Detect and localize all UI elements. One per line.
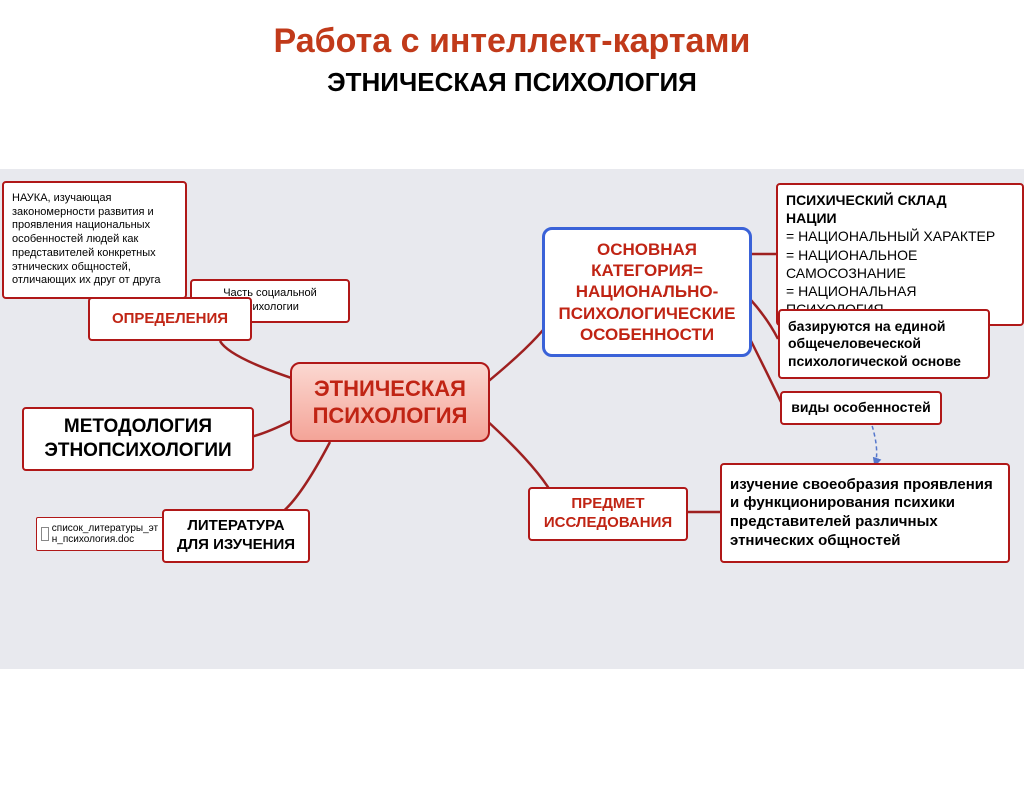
node-center[interactable]: ЭТНИЧЕСКАЯ ПСИХОЛОГИЯ [290, 362, 490, 442]
node-methodology[interactable]: МЕТОДОЛОГИЯ ЭТНОПСИХОЛОГИИ [22, 407, 254, 471]
node-label: ПРЕДМЕТ ИССЛЕДОВАНИЯ [540, 495, 676, 533]
node-label: изучение своеобразия проявления и функци… [730, 476, 1000, 551]
page-title: Работа с интеллект-картами [0, 22, 1024, 61]
node-subject[interactable]: ПРЕДМЕТ ИССЛЕДОВАНИЯ [528, 487, 688, 541]
node-subject-text[interactable]: изучение своеобразия проявления и функци… [720, 463, 1010, 563]
edge [280, 442, 330, 514]
node-sklad[interactable]: ПСИХИЧЕСКИЙ СКЛАД НАЦИИ = НАЦИОНАЛЬНЫЙ Х… [776, 183, 1024, 326]
edge [750, 299, 778, 339]
node-label: ОПРЕДЕЛЕНИЯ [112, 310, 228, 329]
node-definitions[interactable]: ОПРЕДЕЛЕНИЯ [88, 297, 252, 341]
sklad-line: ПСИХИЧЕСКИЙ СКЛАД [786, 191, 947, 209]
attachment-label: список_литературы_этн_психология.doc [52, 523, 161, 545]
mindmap-canvas: НАУКА, изучающая закономерности развития… [0, 169, 1024, 669]
node-label: НАУКА, изучающая закономерности развития… [12, 192, 177, 288]
sklad-line: НАЦИИ [786, 209, 837, 227]
sklad-line: = НАЦИОНАЛЬНЫЙ ХАРАКТЕР [786, 227, 995, 245]
node-literature[interactable]: ЛИТЕРАТУРА ДЛЯ ИЗУЧЕНИЯ [162, 509, 310, 563]
node-definition-text[interactable]: НАУКА, изучающая закономерности развития… [2, 181, 187, 299]
edge [250, 419, 295, 437]
node-label: виды особенностей [791, 399, 930, 417]
node-category[interactable]: ОСНОВНАЯ КАТЕГОРИЯ= НАЦИОНАЛЬНО-ПСИХОЛОГ… [542, 227, 752, 357]
literature-attachment[interactable]: список_литературы_этн_психология.doc [36, 517, 166, 551]
node-label: ЭТНИЧЕСКАЯ ПСИХОЛОГИЯ [302, 375, 478, 430]
node-label: МЕТОДОЛОГИЯ ЭТНОПСИХОЛОГИИ [34, 415, 242, 463]
node-label: ЛИТЕРАТУРА ДЛЯ ИЗУЧЕНИЯ [174, 517, 298, 555]
node-label: базируются на единой общечеловеческой пс… [788, 318, 980, 371]
sklad-line: = НАЦИОНАЛЬНОЕ САМОСОЗНАНИЕ [786, 246, 1014, 282]
node-types[interactable]: виды особенностей [780, 391, 942, 425]
node-base[interactable]: базируются на единой общечеловеческой пс… [778, 309, 990, 379]
doc-icon [41, 527, 49, 541]
dashed-arrow [870, 419, 877, 465]
page-subtitle: ЭТНИЧЕСКАЯ ПСИХОЛОГИЯ [0, 67, 1024, 98]
node-label: ОСНОВНАЯ КАТЕГОРИЯ= НАЦИОНАЛЬНО-ПСИХОЛОГ… [555, 239, 739, 345]
